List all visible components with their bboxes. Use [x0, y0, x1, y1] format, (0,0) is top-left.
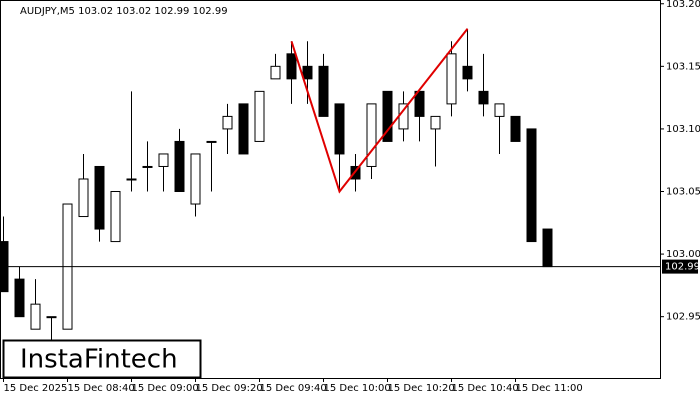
candle-body	[462, 65, 473, 80]
x-tick-label: 15 Dec 10:40	[452, 383, 519, 394]
candle-body	[286, 53, 297, 80]
candle-body	[14, 278, 25, 318]
logo-box	[2, 339, 202, 379]
candle-body	[494, 103, 505, 117]
candle-body	[142, 165, 153, 168]
y-tick-label: 103.20	[666, 0, 700, 10]
candle-body	[238, 103, 249, 155]
candle-body	[302, 65, 313, 80]
y-tick-label: 103.15	[666, 61, 700, 72]
pattern-line	[290, 28, 469, 194]
candle-body	[110, 191, 121, 243]
candle-body	[46, 316, 57, 319]
chart-title: AUDJPY,M5 103.02 103.02 102.99 102.99	[20, 6, 228, 17]
x-tick-label: 15 Dec 09:40	[260, 383, 327, 394]
logo: InstaFintech	[20, 345, 178, 375]
plot-frame	[0, 0, 661, 379]
candle-body	[526, 128, 537, 243]
x-tick-label: 15 Dec 2025	[4, 383, 68, 394]
price-label-box	[662, 259, 698, 274]
x-tick-label: 15 Dec 08:40	[68, 383, 135, 394]
candle-body	[78, 178, 89, 218]
y-tick-label: 103.10	[666, 124, 700, 135]
candle-body	[334, 103, 345, 155]
candle-body	[478, 90, 489, 105]
x-tick-label: 15 Dec 10:00	[324, 383, 391, 394]
x-tick-label: 15 Dec 11:00	[516, 383, 583, 394]
candle-body	[382, 90, 393, 142]
candle-body	[206, 140, 217, 143]
candle-body	[270, 65, 281, 80]
candle-body	[94, 165, 105, 230]
x-tick-label: 15 Dec 09:20	[196, 383, 263, 394]
candle-body	[318, 65, 329, 117]
candle-body	[510, 115, 521, 142]
candle-body	[430, 115, 441, 130]
y-tick-label: 102.95	[666, 312, 700, 323]
candle-body	[190, 153, 201, 205]
candle-body	[542, 228, 553, 268]
candle-body	[30, 303, 41, 330]
candle-body	[174, 140, 185, 193]
candle-body	[222, 115, 233, 130]
y-tick-label: 103.00	[666, 249, 700, 260]
candle-body	[446, 53, 457, 105]
price-label: 102.99	[665, 262, 700, 273]
y-tick-label: 103.05	[666, 187, 700, 198]
candle-body	[126, 178, 137, 181]
candle-body	[366, 103, 377, 167]
x-tick-label: 15 Dec 10:20	[388, 383, 455, 394]
candle-body	[254, 90, 265, 142]
x-tick-label: 15 Dec 09:00	[132, 383, 199, 394]
candle-body	[158, 153, 169, 167]
